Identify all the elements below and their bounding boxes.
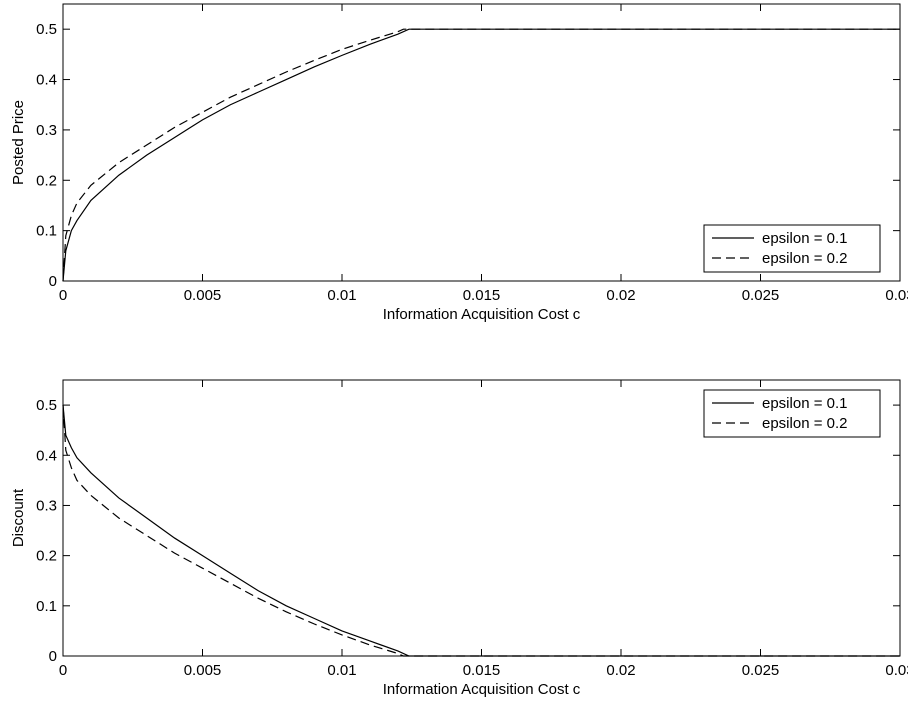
y-tick-label: 0.4 <box>36 447 57 464</box>
y-tick-label: 0 <box>49 273 57 290</box>
y-axis-label: Posted Price <box>10 100 27 185</box>
x-tick-label: 0.01 <box>327 287 356 304</box>
x-tick-label: 0 <box>59 287 67 304</box>
y-tick-label: 0.2 <box>36 548 57 565</box>
legend-label: epsilon = 0.1 <box>762 230 847 247</box>
y-tick-label: 0.2 <box>36 172 57 189</box>
x-tick-label: 0.005 <box>184 662 222 679</box>
x-tick-label: 0 <box>59 662 67 679</box>
legend-label: epsilon = 0.1 <box>762 395 847 412</box>
x-axis-label: Information Acquisition Cost c <box>383 306 581 323</box>
x-tick-label: 0.005 <box>184 287 222 304</box>
x-tick-label: 0.015 <box>463 662 501 679</box>
x-tick-label: 0.025 <box>742 287 780 304</box>
series-line-epsilon-0-2 <box>62 28 900 282</box>
y-tick-label: 0 <box>49 648 57 665</box>
y-tick-label: 0.4 <box>36 72 57 89</box>
legend-label: epsilon = 0.2 <box>762 250 847 267</box>
y-tick-label: 0.5 <box>36 21 57 38</box>
x-tick-label: 0.02 <box>606 287 635 304</box>
x-tick-label: 0.02 <box>606 662 635 679</box>
legend-box <box>703 224 881 273</box>
y-tick-label: 0.3 <box>36 122 57 139</box>
y-tick-label: 0.1 <box>36 598 57 615</box>
y-tick-label: 0.5 <box>36 397 57 414</box>
y-tick-label: 0.3 <box>36 497 57 514</box>
series-line-epsilon-0-2 <box>62 405 900 657</box>
x-axis-label: Information Acquisition Cost c <box>383 681 581 698</box>
x-tick-label: 0.03 <box>885 662 908 679</box>
y-tick-label: 0.1 <box>36 223 57 240</box>
y-axis-label: Discount <box>10 488 27 547</box>
x-tick-label: 0.025 <box>742 662 780 679</box>
legend-label: epsilon = 0.2 <box>762 415 847 432</box>
x-tick-label: 0.015 <box>463 287 501 304</box>
x-tick-label: 0.01 <box>327 662 356 679</box>
x-tick-label: 0.03 <box>885 287 908 304</box>
legend-box <box>703 389 881 438</box>
